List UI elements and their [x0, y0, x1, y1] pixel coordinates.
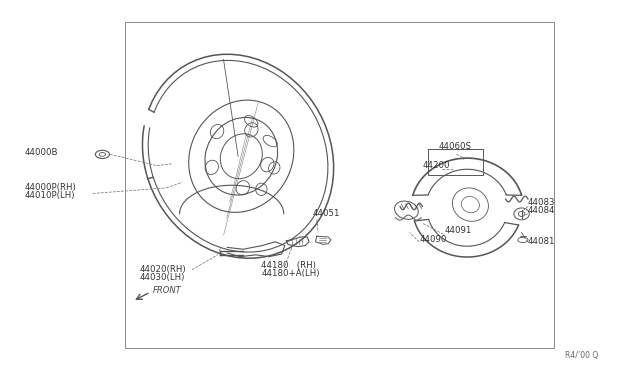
Text: 44000B: 44000B: [24, 148, 58, 157]
Text: 44081: 44081: [528, 237, 556, 246]
Text: R4/’00 Q: R4/’00 Q: [565, 351, 598, 360]
Text: 44020(RH): 44020(RH): [140, 265, 186, 274]
Text: 44083: 44083: [528, 198, 556, 207]
Text: 44060S: 44060S: [438, 142, 472, 151]
Text: 44200: 44200: [422, 161, 450, 170]
Text: 44090: 44090: [419, 235, 447, 244]
Text: 44180   (RH): 44180 (RH): [261, 262, 316, 270]
Text: 44030(LH): 44030(LH): [140, 273, 185, 282]
Text: 44000P(RH): 44000P(RH): [24, 183, 76, 192]
Text: 44084: 44084: [528, 206, 556, 215]
Text: 44180+A(LH): 44180+A(LH): [261, 269, 319, 278]
Text: 44051: 44051: [312, 209, 340, 218]
Text: 44010P(LH): 44010P(LH): [24, 191, 75, 200]
Text: FRONT: FRONT: [152, 286, 181, 295]
Text: 44091: 44091: [445, 226, 472, 235]
